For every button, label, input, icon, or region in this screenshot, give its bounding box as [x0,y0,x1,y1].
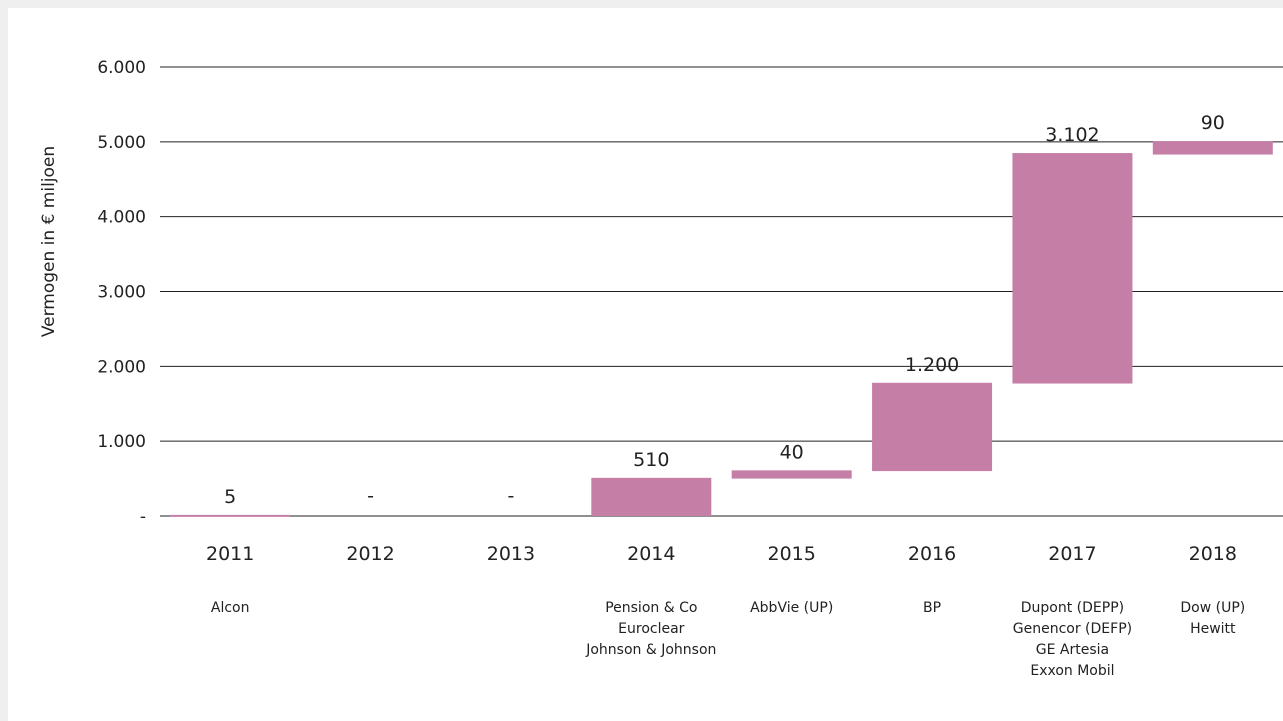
company-note: AbbVie (UP) [750,600,833,616]
company-note: Dupont (DEPP) [1021,600,1124,616]
y-tick-label: 2.000 [97,357,146,377]
bar-2018 [1152,141,1273,155]
x-tick-label-2012: 2012 [346,543,394,565]
value-label-2017: 3.102 [1045,124,1099,146]
y-tick-label: - [140,507,146,527]
x-tick-label-2016: 2016 [908,543,956,565]
waterfall-chart: - 1.000 2.000 3.000 4.000 5.000 6.000 Vermogen … [39,58,1283,679]
y-tick-label: 5.000 [97,133,146,153]
x-tick-label-2015: 2015 [768,543,816,565]
bar-2011 [170,514,291,517]
x-tick-label-2014: 2014 [627,543,675,565]
value-label-2011: 5 [224,486,236,508]
x-tick-label-2018: 2018 [1189,543,1237,565]
company-note: Dow (UP) [1180,600,1245,616]
value-label-2016: 1.200 [905,354,959,376]
company-note: Alcon [211,600,250,616]
bar-2014 [591,477,712,516]
company-note: GE Artesia [1036,642,1109,658]
y-tick-label: 1.000 [97,432,146,452]
company-note: Genencor (DEFP) [1013,621,1132,637]
company-note: Hewitt [1190,621,1236,637]
value-label-2013: - [508,485,515,507]
company-note: Exxon Mobil [1030,663,1114,679]
company-note: BP [923,600,941,616]
value-label-2014: 510 [633,449,669,471]
y-axis-title: Vermogen in € miljoen [39,146,59,337]
bar-2016 [872,382,993,472]
company-note: Pension & Co [605,600,697,616]
bar-2017 [1012,153,1133,384]
y-tick-label: 6.000 [97,58,146,78]
x-tick-label-2013: 2013 [487,543,535,565]
value-label-2012: - [367,485,374,507]
x-tick-label-2011: 2011 [206,543,254,565]
value-label-2015: 40 [780,441,804,463]
y-tick-label: 4.000 [97,208,146,228]
chart-frame: - 1.000 2.000 3.000 4.000 5.000 6.000 Vermogen … [8,8,1283,721]
value-label-2018: 90 [1201,112,1225,134]
y-tick-label: 3.000 [97,283,146,303]
company-note: Johnson & Johnson [585,642,716,658]
x-tick-label-2017: 2017 [1048,543,1096,565]
bar-2015 [731,470,852,479]
company-note: Euroclear [618,621,685,637]
